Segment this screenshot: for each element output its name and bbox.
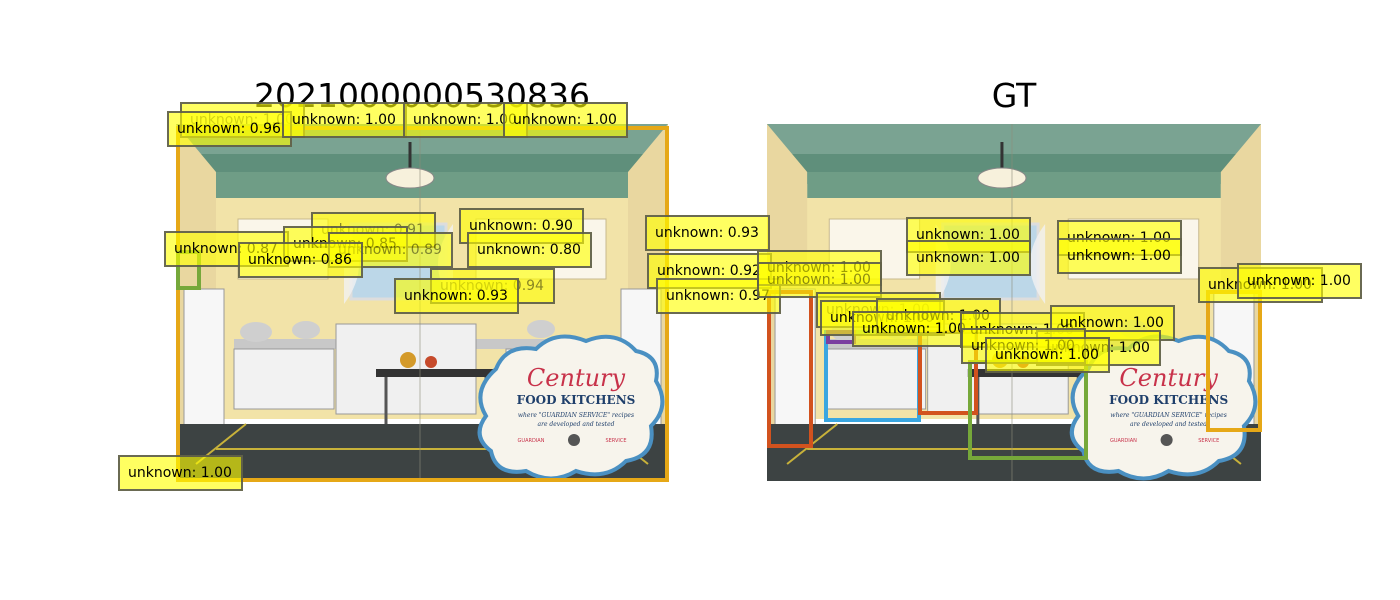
right-label: unknown: 1.00 [852,311,977,347]
left-label: unknown: 0.93 [394,278,519,314]
poster-fr: SERVICE [1198,438,1219,444]
poster-brand: Century [527,364,626,392]
poster-fr: SERVICE [605,438,626,444]
right-box-gold-right [1206,290,1262,432]
right-panel-title: GT [991,76,1037,115]
right-box-green [968,360,1088,460]
right-label: unknown: 1.00 [1057,238,1182,274]
century-poster: Century FOOD KITCHENS where "GUARDIAN SE… [477,334,665,481]
left-label: unknown: 0.86 [238,242,363,278]
poster-t1: where "GUARDIAN SERVICE" recipes [1110,412,1226,419]
poster-fl: GUARDIAN [518,438,545,444]
poster-fl: GUARDIAN [1110,438,1137,444]
left-label: unknown: 0.93 [645,215,770,251]
right-label: unknown: 1.00 [906,240,1031,276]
left-label: unknown: 0.80 [467,232,592,268]
right-label: unknown: 1.00 [985,337,1110,373]
poster-headline: FOOD KITCHENS [1109,393,1228,407]
poster-brand: Century [1119,364,1218,392]
poster-t1: where "GUARDIAN SERVICE" recipes [518,412,634,419]
left-label: unknown: 1.00 [118,455,243,491]
left-label: unknown: 0.96 [167,111,292,147]
left-label: unknown: 1.00 [282,102,407,138]
left-label: unknown: 1.00 [503,102,628,138]
poster-t2: are developed and tested [538,421,615,428]
left-label: unknown: 0.97 [656,278,781,314]
poster-headline: FOOD KITCHENS [517,393,636,407]
right-label: unknown: 1.00 [1237,263,1362,299]
poster-t2: are developed and tested [1130,421,1207,428]
